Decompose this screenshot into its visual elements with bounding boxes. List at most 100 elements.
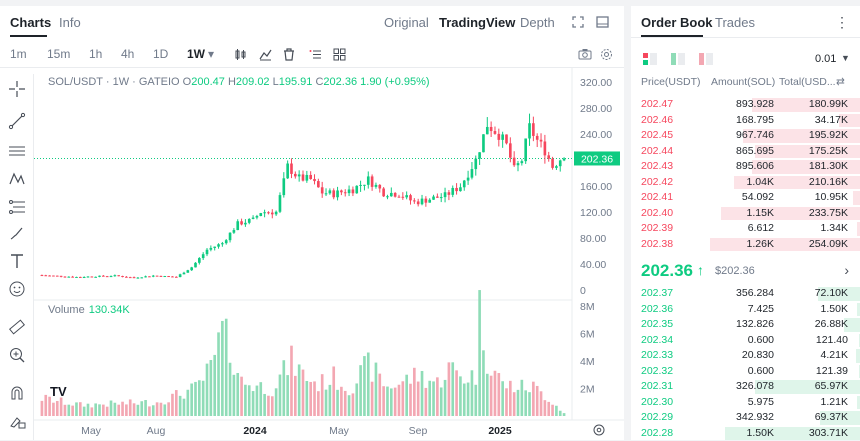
volume-bar (463, 384, 466, 416)
candle-body (544, 141, 547, 155)
volume-bar (190, 384, 193, 416)
book-asks-icon[interactable] (699, 53, 713, 68)
list-icon[interactable] (309, 48, 322, 64)
magnet-icon[interactable] (8, 384, 26, 402)
price-column-header: Price(USDT) (641, 76, 701, 88)
volume-bar (451, 362, 454, 416)
bid-price: 202.34 (641, 333, 673, 349)
tab-trades[interactable]: Trades (715, 15, 755, 30)
layout-grid-icon[interactable] (333, 48, 346, 64)
precision-select[interactable]: 0.01 (815, 53, 836, 65)
lock-drawing-icon[interactable] (8, 412, 26, 430)
volume-bar (532, 382, 535, 416)
precision-chevron-icon[interactable]: ▼ (841, 53, 850, 63)
timeframe-1m[interactable]: 1m (10, 47, 27, 61)
window-icon[interactable] (596, 16, 609, 31)
crosshair-icon[interactable] (8, 80, 26, 98)
price-chart[interactable]: 320.00280.00240.00202.36160.00120.0080.0… (34, 68, 624, 440)
volume-bar (252, 391, 255, 416)
ask-amount: 6.612 (748, 221, 774, 237)
timeframe-1w[interactable]: 1W (187, 47, 205, 61)
ruler-icon[interactable] (8, 318, 26, 336)
candle-body (352, 189, 355, 193)
camera-icon[interactable] (578, 48, 592, 63)
volume-bar (336, 390, 339, 416)
tab-charts[interactable]: Charts (10, 15, 51, 30)
bid-price: 202.37 (641, 286, 673, 302)
tradingview-logo[interactable]: TV (50, 384, 76, 404)
volume-bar (279, 375, 282, 416)
pattern-icon[interactable] (8, 170, 26, 188)
mid-price-row[interactable]: 202.36 ↑ $202.36 › (641, 261, 853, 281)
volume-value: 130.34K (89, 304, 130, 316)
open-label: O (183, 76, 192, 88)
volume-bar (125, 404, 128, 416)
expand-icon[interactable] (572, 16, 584, 31)
view-tradingview[interactable]: TradingView (439, 15, 515, 30)
candle-type-icon[interactable] (234, 48, 247, 64)
emoji-icon[interactable] (8, 280, 26, 298)
text-icon[interactable] (8, 252, 26, 270)
book-bids-icon[interactable] (671, 53, 685, 68)
view-original[interactable]: Original (384, 15, 429, 30)
settings-icon[interactable] (600, 48, 613, 64)
candle-body (555, 166, 558, 168)
bid-amount: 356.284 (736, 286, 774, 302)
candle-body (321, 187, 324, 193)
volume-bar (409, 384, 412, 416)
book-both-icon[interactable] (643, 53, 657, 68)
timeframe-dropdown[interactable]: ▾ (208, 47, 214, 61)
view-depth[interactable]: Depth (520, 15, 555, 30)
trash-icon[interactable] (283, 48, 295, 64)
more-menu-icon[interactable]: ⋮ (835, 15, 849, 29)
candle-body (494, 131, 497, 134)
volume-bar (144, 400, 147, 416)
chevron-right-icon[interactable]: › (844, 262, 849, 278)
timeframe-1h[interactable]: 1h (89, 47, 102, 61)
timeframe-4h[interactable]: 4h (121, 47, 134, 61)
candle-body (563, 158, 566, 160)
horizontal-lines-icon[interactable] (8, 142, 26, 160)
timeframe-1d[interactable]: 1D (153, 47, 168, 61)
candle-body (413, 200, 416, 201)
volume-bar (352, 393, 355, 416)
volume-bar (344, 391, 347, 416)
zoom-in-icon[interactable] (8, 346, 26, 364)
candle-body (64, 277, 67, 278)
swap-icon[interactable]: ⇄ (836, 76, 845, 88)
bid-total: 65.97K (815, 379, 848, 395)
ask-total: 233.75K (809, 206, 848, 222)
bid-total: 121.40 (816, 333, 848, 349)
tab-info[interactable]: Info (59, 15, 81, 30)
volume-bar (444, 380, 447, 416)
timeframe-15m[interactable]: 15m (47, 47, 70, 61)
bid-price: 202.33 (641, 348, 673, 364)
bid-amount: 7.425 (748, 302, 774, 318)
fib-icon[interactable] (8, 198, 26, 216)
indicators-icon[interactable] (259, 48, 272, 64)
trend-line-icon[interactable] (8, 112, 26, 130)
volume-bar (547, 402, 550, 416)
tab-order-book[interactable]: Order Book (641, 15, 713, 30)
brush-icon[interactable] (8, 224, 26, 242)
